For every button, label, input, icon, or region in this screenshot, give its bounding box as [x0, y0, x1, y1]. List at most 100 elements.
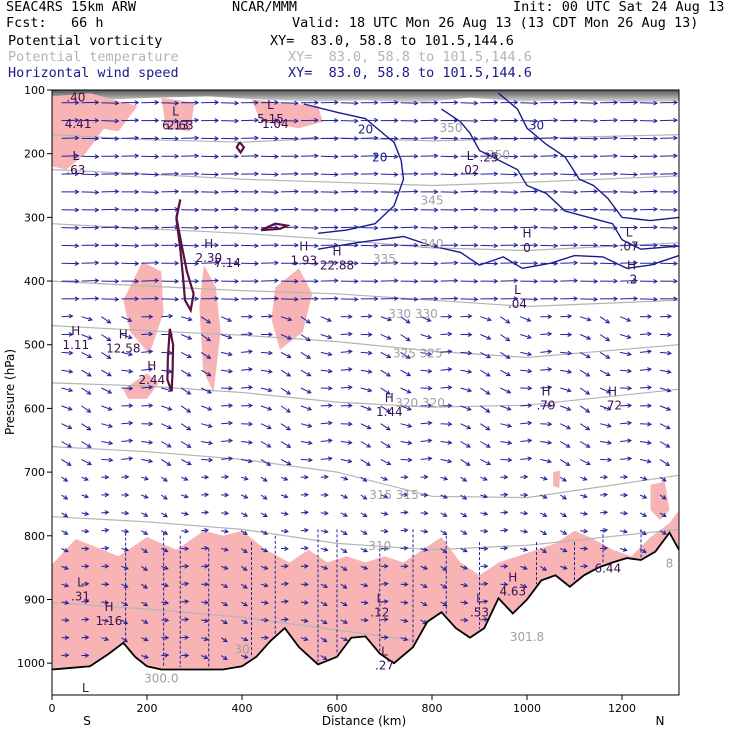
wind-vector — [320, 548, 328, 551]
wind-vector-head — [433, 171, 439, 177]
wind-vector-head — [467, 313, 473, 319]
wind-vector — [360, 423, 371, 429]
wind-vector-head — [284, 528, 289, 534]
wind-vector — [320, 512, 328, 514]
wind-vector-head — [334, 189, 339, 195]
wind-vector-head — [214, 154, 220, 159]
wind-vector — [220, 351, 232, 356]
wind-vector — [579, 351, 591, 359]
wind-vector-head — [274, 118, 280, 123]
wind-vector — [659, 315, 672, 318]
wind-vector — [480, 494, 488, 498]
wind-vector-head — [383, 563, 389, 569]
wind-vector — [220, 565, 228, 570]
wind-vector-head — [443, 476, 449, 481]
wind-vector-head — [427, 351, 433, 357]
wind-vector — [520, 190, 538, 193]
wind-vector-head — [128, 438, 134, 444]
wind-vector-head — [228, 368, 234, 374]
wind-vector — [81, 476, 89, 481]
wind-vector-head — [174, 100, 180, 106]
wind-vector — [500, 529, 508, 532]
wind-vector-head — [393, 296, 399, 301]
wind-vector-head — [307, 440, 313, 446]
wind-vector-head — [447, 403, 453, 409]
wind-vector-head — [354, 136, 359, 142]
wind-vector-head — [206, 319, 212, 324]
wind-vector-head — [403, 492, 409, 498]
wind-vector-head — [286, 390, 291, 395]
wind-vector-head — [104, 474, 110, 480]
wind-vector — [161, 583, 169, 587]
wind-vector-head — [194, 100, 200, 105]
wind-vector-head — [665, 461, 671, 466]
wind-vector-head — [667, 332, 673, 338]
wind-vector-head — [266, 461, 272, 466]
wind-vector — [320, 601, 328, 606]
wind-vector-head — [393, 172, 399, 177]
wind-vector-head — [94, 189, 100, 195]
wind-vector-head — [184, 653, 190, 658]
wind-vector-head — [553, 135, 559, 141]
wind-vector — [520, 226, 538, 229]
wind-vector-head — [483, 493, 489, 499]
wind-vector-head — [184, 546, 190, 552]
wind-vector-head — [243, 494, 249, 499]
wind-vector-head — [74, 261, 80, 266]
wind-vector-head — [263, 565, 269, 570]
wind-vector-head — [447, 421, 453, 427]
wind-vector-head — [433, 243, 439, 249]
wind-vector-head — [84, 581, 90, 587]
wind-vector-head — [214, 260, 220, 266]
y-tick-label: 100 — [24, 84, 45, 97]
hl-marker-letter: L — [77, 576, 84, 590]
wind-vector — [520, 334, 532, 339]
hl-marker-letter: H — [608, 385, 617, 399]
wind-vector — [659, 387, 671, 392]
wind-vector-head — [343, 636, 349, 642]
wind-vector-head — [114, 296, 120, 302]
wind-vector-head — [228, 403, 234, 409]
wind-vector-head — [447, 367, 453, 372]
wind-vector-head — [423, 529, 429, 534]
theta-label: 350 — [440, 121, 463, 135]
wind-vector-head — [174, 278, 180, 284]
wind-vector — [320, 316, 332, 322]
wind-vector — [639, 350, 652, 353]
wind-vector-head — [573, 100, 579, 105]
wind-vector-head — [74, 278, 80, 284]
wind-vector-head — [347, 440, 353, 445]
wind-vector-head — [274, 242, 280, 248]
wind-vector — [200, 334, 211, 342]
wind-vector-head — [214, 136, 220, 141]
wind-vector-head — [174, 171, 180, 177]
wind-vector-head — [187, 335, 193, 340]
wind-vector-head — [243, 476, 249, 481]
wind-vector-head — [393, 278, 399, 284]
wind-vector-head — [204, 492, 210, 498]
wind-vector-head — [433, 296, 439, 302]
wind-vector — [280, 530, 288, 532]
wind-vector-head — [593, 242, 599, 248]
wind-vector — [579, 441, 590, 448]
wind-vector-head — [106, 354, 112, 359]
wind-vector — [201, 619, 209, 622]
wind-vector-head — [473, 260, 479, 266]
wind-vector — [360, 512, 367, 518]
theta-label: 350 — [487, 148, 510, 162]
theta-label: 8 — [666, 557, 674, 571]
wind-vector-head — [533, 171, 539, 177]
pv-contour — [166, 328, 175, 392]
hl-marker-letter: L — [381, 645, 388, 659]
wind-vector — [121, 137, 139, 139]
init-time: Init: 00 UTC Sat 24 Aug 13 — [513, 0, 725, 15]
wind-vector-head — [427, 438, 433, 444]
wind-vector-head — [234, 153, 240, 159]
theta-contour — [52, 446, 679, 499]
wind-vector-head — [204, 600, 210, 605]
wind-vector — [220, 637, 228, 643]
wind-vector-head — [68, 387, 74, 393]
wind-vector-head — [248, 331, 254, 337]
wind-vector-head — [234, 278, 240, 284]
